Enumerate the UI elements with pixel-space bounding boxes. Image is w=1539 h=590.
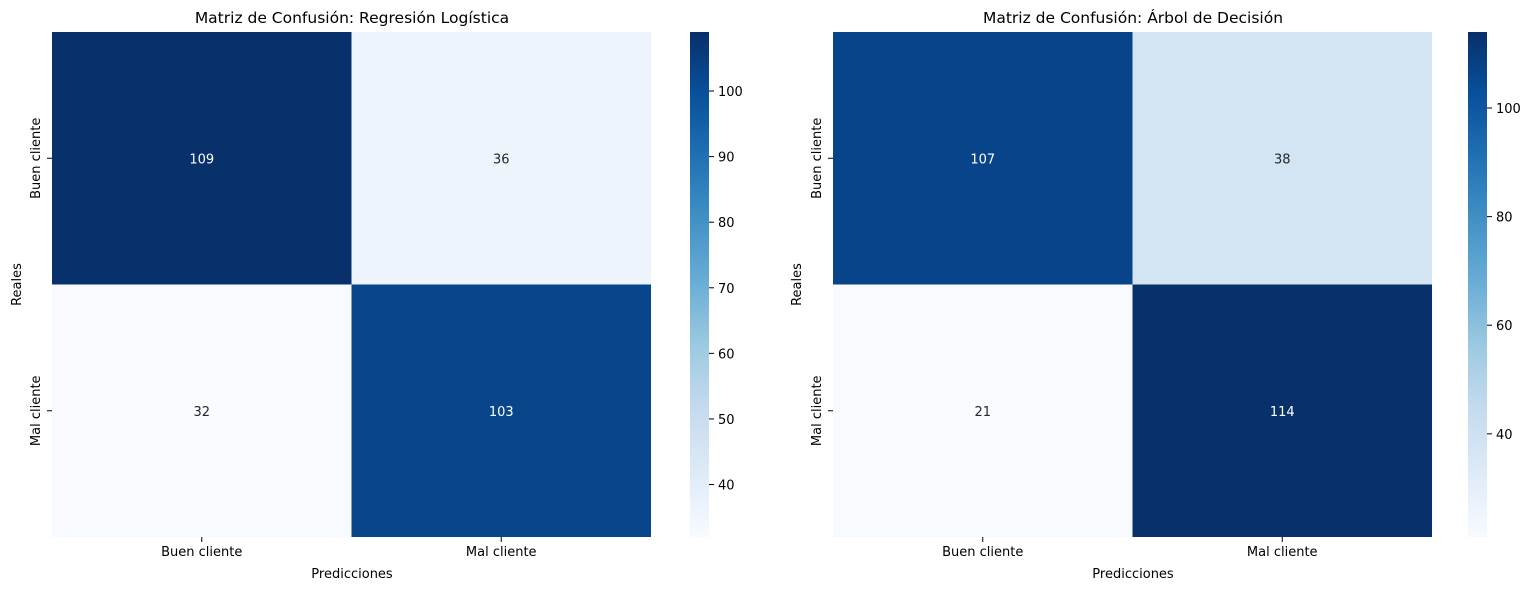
- colorbar-tick-label: 80: [718, 216, 735, 231]
- colorbar-tick-label: 40: [718, 479, 735, 494]
- colorbar-tick-label: 40: [1496, 428, 1513, 443]
- y-tick-label: Mal cliente: [29, 375, 44, 446]
- colorbar: [690, 32, 709, 537]
- y-tick-label: Mal cliente: [810, 375, 825, 446]
- cell-value-label: 21: [974, 405, 991, 420]
- heatmap-cell: [351, 32, 651, 285]
- heatmap-cell: [52, 32, 352, 285]
- x-tick-label: Buen cliente: [942, 545, 1023, 560]
- x-axis-label: Predicciones: [1092, 567, 1174, 582]
- y-axis-label: Reales: [10, 263, 25, 306]
- colorbar-tick-label: 90: [718, 151, 735, 166]
- x-tick-label: Mal cliente: [466, 545, 537, 560]
- chart-title: Matriz de Confusión: Árbol de Decisión: [983, 8, 1283, 27]
- colorbar-tick-label: 60: [718, 347, 735, 362]
- cell-value-label: 107: [970, 152, 995, 167]
- heatmap-cell: [1132, 32, 1432, 285]
- cell-value-label: 103: [489, 405, 514, 420]
- heatmap-cell: [52, 284, 352, 537]
- colorbar-tick-label: 100: [1496, 102, 1521, 117]
- heatmap-cell: [1132, 284, 1432, 537]
- x-tick-label: Buen cliente: [161, 545, 242, 560]
- y-axis-label: Reales: [790, 263, 805, 306]
- y-tick-label: Buen cliente: [29, 118, 44, 199]
- colorbar: [1468, 32, 1487, 537]
- x-axis-label: Predicciones: [311, 567, 393, 582]
- colorbar-tick-label: 50: [718, 413, 735, 428]
- y-tick-label: Buen cliente: [810, 118, 825, 199]
- cell-value-label: 109: [189, 152, 214, 167]
- cell-value-label: 36: [493, 152, 510, 167]
- heatmap-cell: [351, 284, 651, 537]
- cell-value-label: 32: [193, 405, 210, 420]
- heatmap-cell: [833, 284, 1133, 537]
- cell-value-label: 114: [1270, 405, 1295, 420]
- x-tick-label: Mal cliente: [1247, 545, 1318, 560]
- colorbar-tick-label: 60: [1496, 319, 1513, 334]
- colorbar-tick-label: 70: [718, 282, 735, 297]
- chart-title: Matriz de Confusión: Regresión Logística: [195, 9, 509, 27]
- heatmap-cell: [833, 32, 1133, 285]
- colorbar-tick-label: 100: [718, 85, 743, 100]
- colorbar-tick-label: 80: [1496, 211, 1513, 226]
- cell-value-label: 38: [1274, 152, 1291, 167]
